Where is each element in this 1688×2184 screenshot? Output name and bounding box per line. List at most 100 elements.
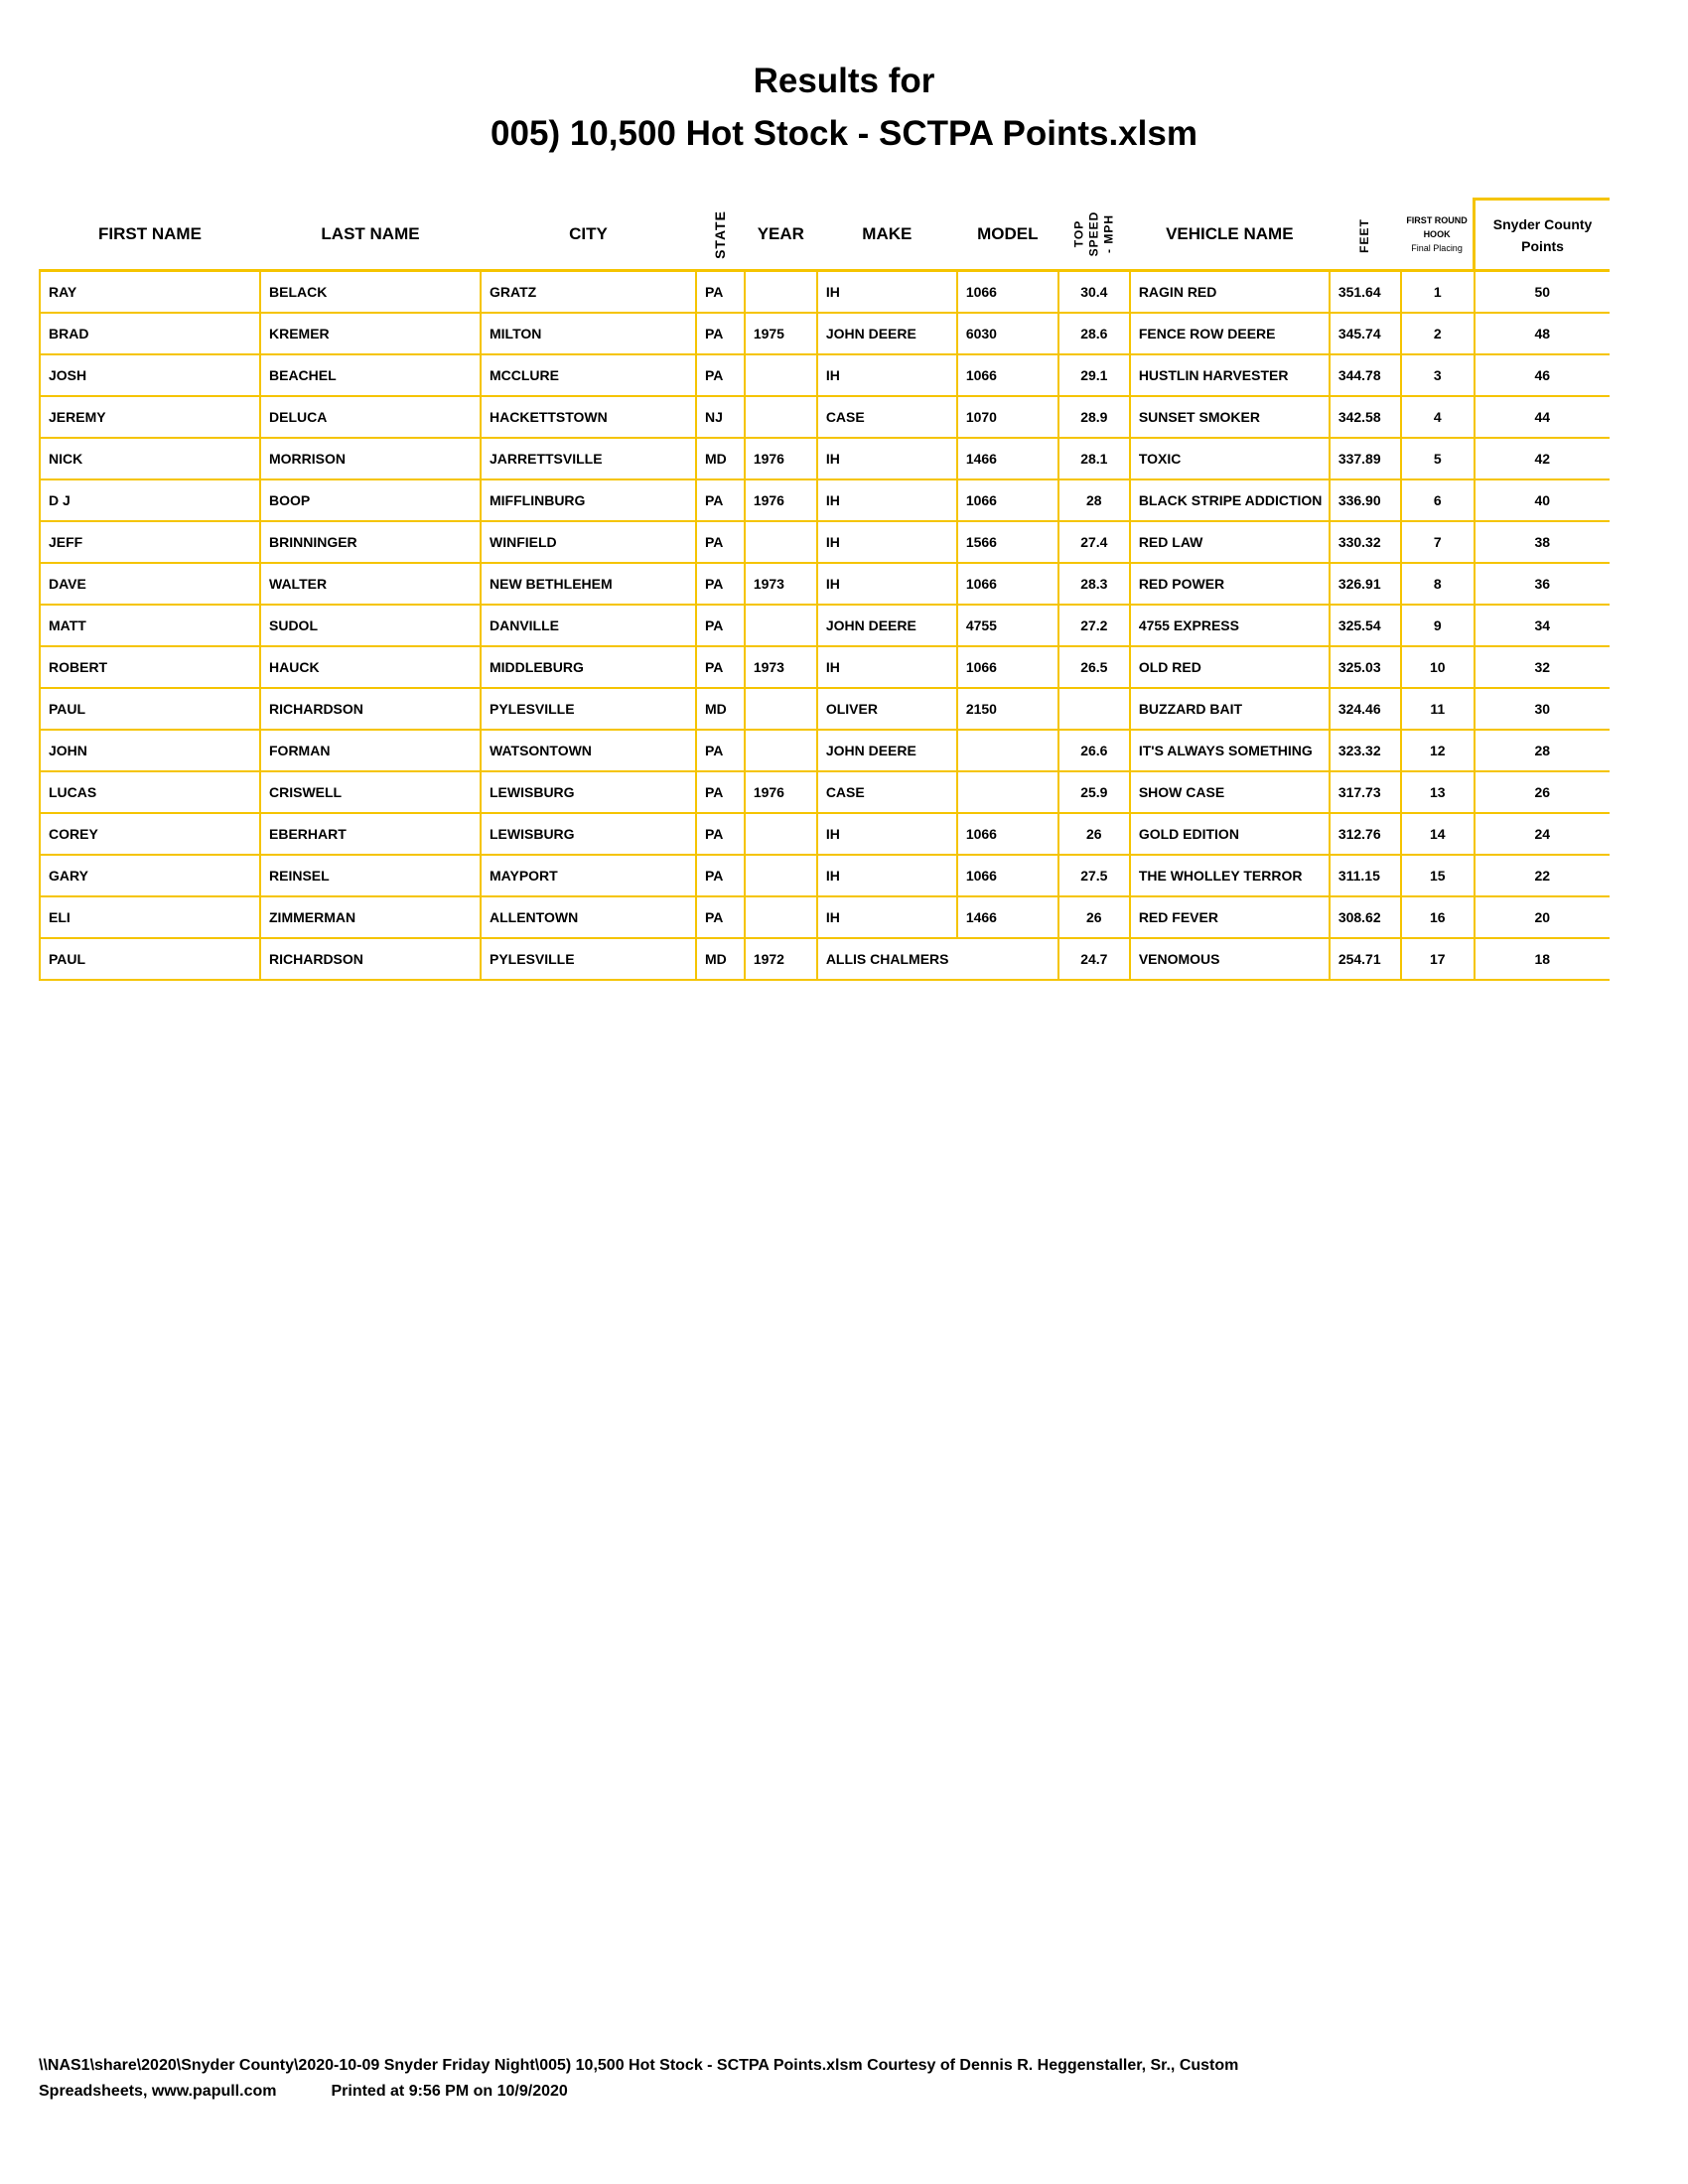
- cell-last-name: BRINNINGER: [259, 520, 482, 564]
- cell-points: 42: [1473, 437, 1610, 480]
- cell-city: JARRETTSVILLE: [480, 437, 697, 480]
- cell-city: PYLESVILLE: [480, 937, 697, 981]
- header-vehicle-name: VEHICLE NAME: [1166, 223, 1294, 243]
- results-table: FIRST NAME LAST NAME CITY STATE YEAR MAK…: [39, 198, 1610, 981]
- cell-make: IH: [815, 854, 958, 897]
- cell-last-name: HAUCK: [259, 645, 482, 689]
- cell-year: 1976: [743, 770, 818, 814]
- cell-points: 18: [1473, 937, 1610, 981]
- cell-top-speed: 27.5: [1056, 854, 1131, 897]
- cell-year: 1976: [743, 478, 818, 522]
- cell-first-name: JOHN: [39, 729, 261, 772]
- cell-placing: 10: [1399, 645, 1476, 689]
- cell-points: 26: [1473, 770, 1610, 814]
- footer-line2: Spreadsheets, www.papull.com Printed at 9…: [39, 2079, 1627, 2105]
- cell-vehicle-name: RAGIN RED: [1128, 269, 1331, 314]
- cell-state: PA: [695, 353, 746, 397]
- cell-points: 40: [1473, 478, 1610, 522]
- table-row: PAUL RICHARDSON PYLESVILLE MD OLIVER 2150 BUZZ…: [39, 687, 1610, 731]
- cell-state: PA: [695, 604, 746, 647]
- cell-state: PA: [695, 729, 746, 772]
- cell-top-speed: [1056, 687, 1131, 731]
- cell-feet: 336.90: [1328, 478, 1402, 522]
- cell-points: 48: [1473, 312, 1610, 355]
- cell-first-name: RAY: [39, 269, 261, 314]
- header-hook-placing: FIRST ROUND HOOK Final Placing: [1401, 200, 1475, 271]
- cell-placing: 17: [1399, 937, 1476, 981]
- cell-vehicle-name: GOLD EDITION: [1128, 812, 1331, 856]
- cell-city: WINFIELD: [480, 520, 697, 564]
- cell-top-speed: 30.4: [1056, 269, 1131, 314]
- cell-placing: 12: [1399, 729, 1476, 772]
- cell-year: 1976: [743, 437, 818, 480]
- cell-last-name: RICHARDSON: [259, 937, 482, 981]
- cell-first-name: COREY: [39, 812, 261, 856]
- cell-year: [743, 812, 818, 856]
- cell-state: PA: [695, 520, 746, 564]
- cell-make: IH: [815, 353, 958, 397]
- cell-state: PA: [695, 770, 746, 814]
- cell-first-name: JEREMY: [39, 395, 261, 439]
- cell-first-name: NICK: [39, 437, 261, 480]
- cell-first-name: PAUL: [39, 937, 261, 981]
- cell-top-speed: 28.9: [1056, 395, 1131, 439]
- cell-model: [955, 729, 1059, 772]
- table-row: COREY EBERHART LEWISBURG PA IH 1066 26 GOLD EDI…: [39, 812, 1610, 856]
- header-points-line2: Points: [1521, 237, 1564, 254]
- cell-top-speed: 26.6: [1056, 729, 1131, 772]
- cell-feet: 337.89: [1328, 437, 1402, 480]
- cell-first-name: PAUL: [39, 687, 261, 731]
- cell-placing: 14: [1399, 812, 1476, 856]
- cell-city: PYLESVILLE: [480, 687, 697, 731]
- cell-city: MIFFLINBURG: [480, 478, 697, 522]
- cell-year: [743, 895, 818, 939]
- cell-model: 1466: [955, 437, 1059, 480]
- cell-state: PA: [695, 562, 746, 606]
- cell-last-name: ZIMMERMAN: [259, 895, 482, 939]
- cell-year: [743, 729, 818, 772]
- header-hook-line2: HOOK: [1423, 228, 1451, 239]
- cell-vehicle-name: 4755 EXPRESS: [1128, 604, 1331, 647]
- cell-first-name: JEFF: [39, 520, 261, 564]
- cell-points: 30: [1473, 687, 1610, 731]
- header-model: MODEL: [977, 223, 1039, 243]
- header-points: Snyder County Points: [1473, 198, 1610, 271]
- cell-last-name: FORMAN: [259, 729, 482, 772]
- cell-city: LEWISBURG: [480, 812, 697, 856]
- cell-model: 1066: [955, 353, 1059, 397]
- table-row: MATT SUDOL DANVILLE PA JOHN DEERE 4755 27.2 475…: [39, 604, 1610, 647]
- cell-city: MIDDLEBURG: [480, 645, 697, 689]
- cell-last-name: CRISWELL: [259, 770, 482, 814]
- table-row: LUCAS CRISWELL LEWISBURG PA 1976 CASE 25.9 SHOW…: [39, 770, 1610, 814]
- cell-top-speed: 28.3: [1056, 562, 1131, 606]
- page-subtitle: 005) 10,500 Hot Stock - SCTPA Points.xls…: [491, 114, 1197, 153]
- cell-year: [743, 687, 818, 731]
- cell-city: NEW BETHLEHEM: [480, 562, 697, 606]
- table-row: NICK MORRISON JARRETTSVILLE MD 1976 IH 1466 28.…: [39, 437, 1610, 480]
- cell-feet: 312.76: [1328, 812, 1402, 856]
- cell-points: 32: [1473, 645, 1610, 689]
- cell-state: PA: [695, 269, 746, 314]
- cell-vehicle-name: RED POWER: [1128, 562, 1331, 606]
- cell-feet: 342.58: [1328, 395, 1402, 439]
- cell-feet: 311.15: [1328, 854, 1402, 897]
- cell-last-name: RICHARDSON: [259, 687, 482, 731]
- cell-placing: 9: [1399, 604, 1476, 647]
- cell-state: MD: [695, 437, 746, 480]
- cell-placing: 15: [1399, 854, 1476, 897]
- cell-make: IH: [815, 478, 958, 522]
- cell-vehicle-name: IT'S ALWAYS SOMETHING: [1128, 729, 1331, 772]
- cell-last-name: DELUCA: [259, 395, 482, 439]
- cell-make: IH: [815, 645, 958, 689]
- cell-state: MD: [695, 937, 746, 981]
- results-body: RAY BELACK GRATZ PA IH 1066 30.4 RAGIN RED 351.6…: [39, 269, 1610, 981]
- cell-points: 24: [1473, 812, 1610, 856]
- cell-first-name: BRAD: [39, 312, 261, 355]
- cell-points: 34: [1473, 604, 1610, 647]
- cell-points: 50: [1473, 269, 1610, 314]
- cell-last-name: MORRISON: [259, 437, 482, 480]
- cell-model: [955, 770, 1059, 814]
- cell-model: 1566: [955, 520, 1059, 564]
- cell-vehicle-name: HUSTLIN HARVESTER: [1128, 353, 1331, 397]
- header-state-label: STATE: [711, 209, 728, 259]
